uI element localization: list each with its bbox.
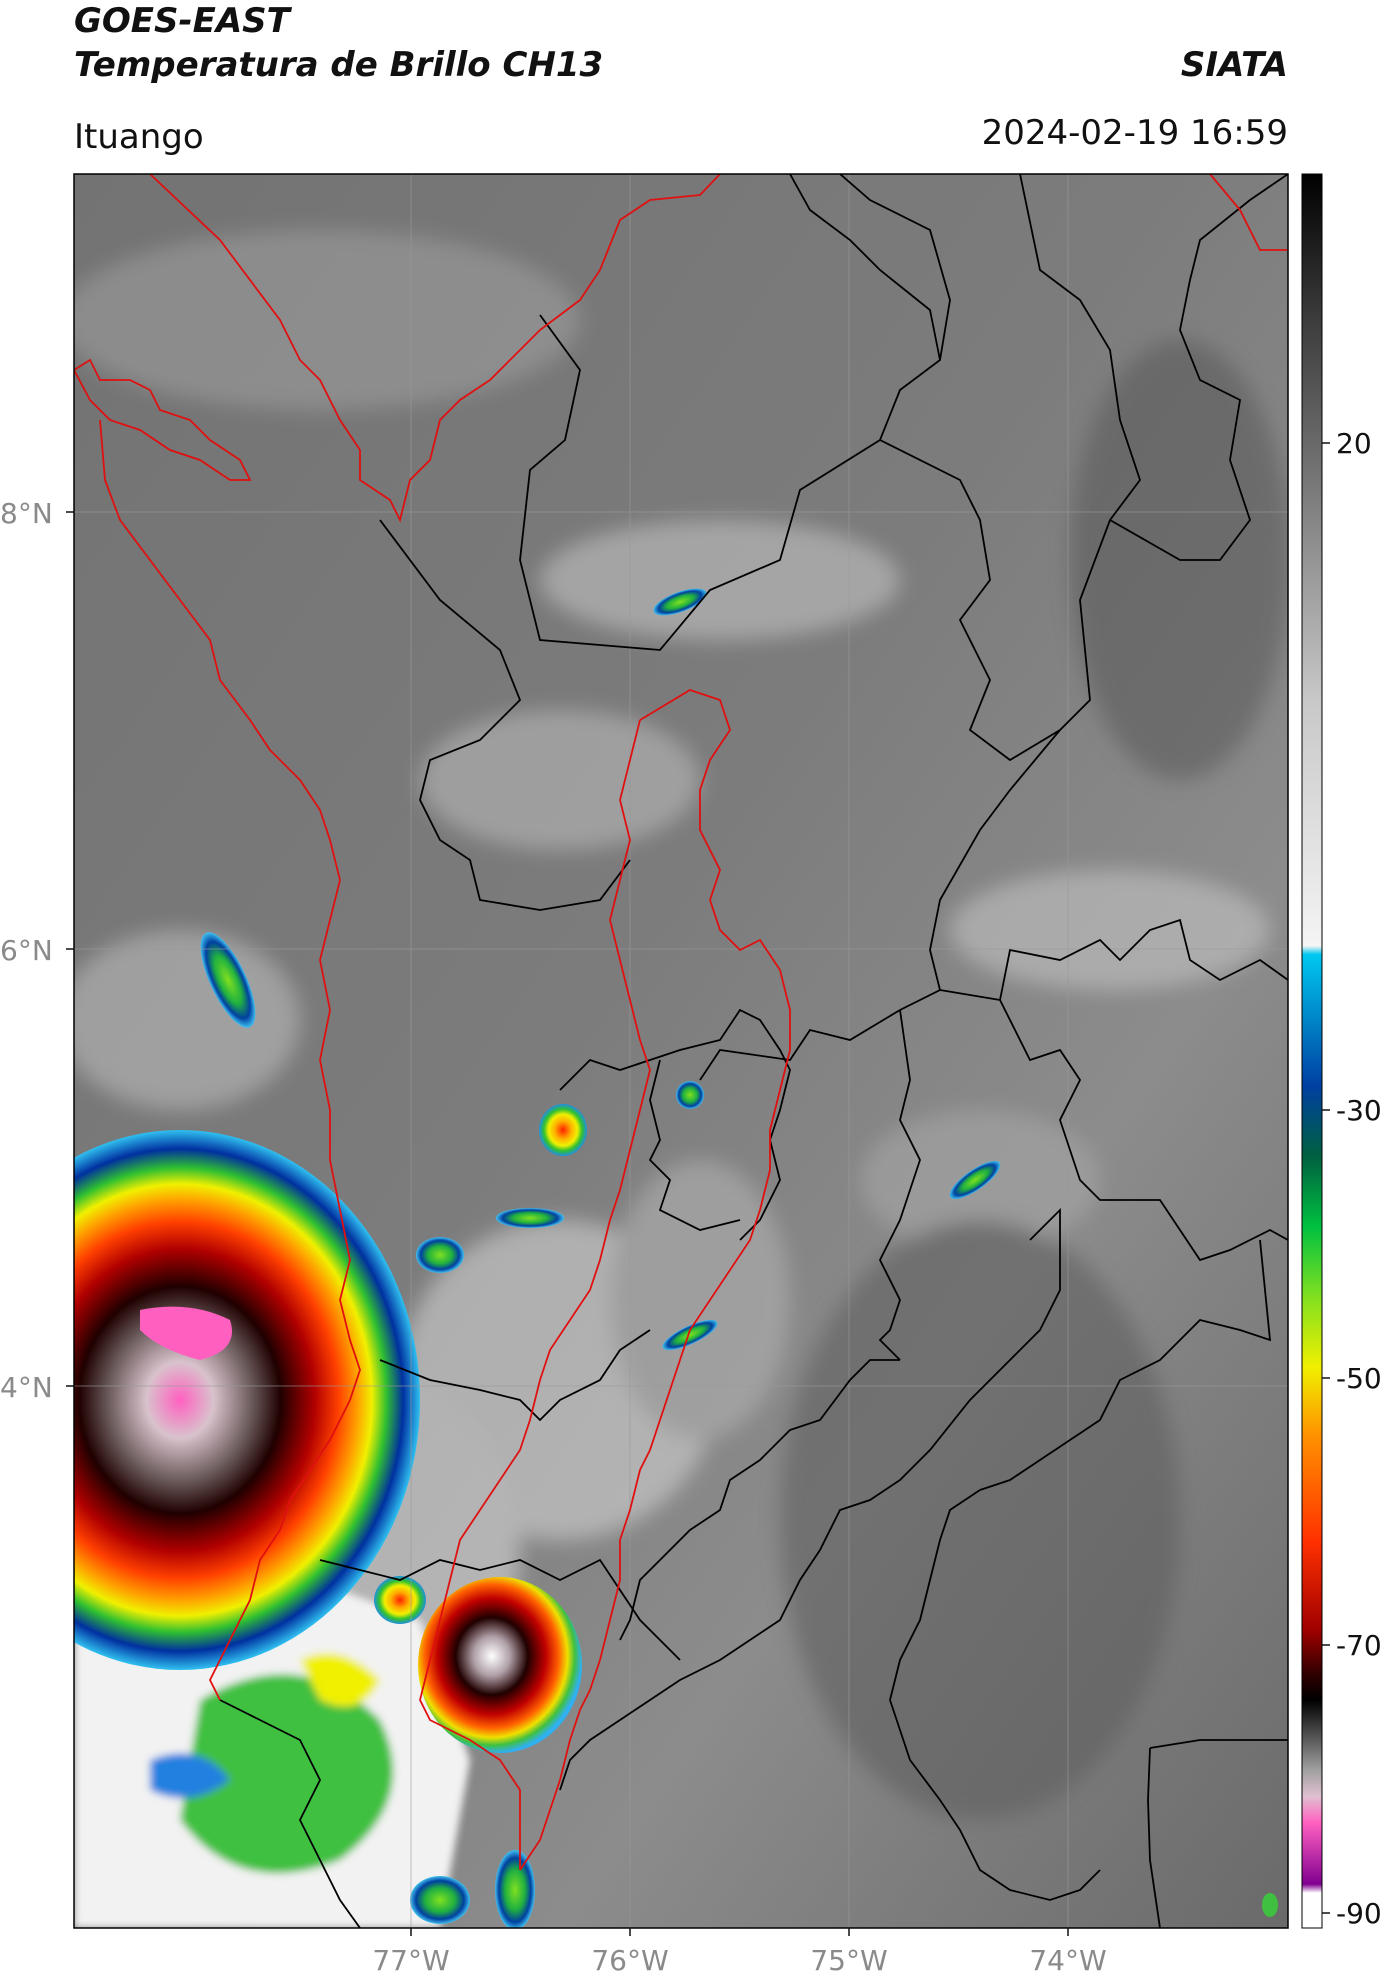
colorbar: 20 -30 -50 -70 -90 [1301, 173, 1382, 1930]
colorbar-tick-minus70: -70 [1336, 1629, 1382, 1662]
colorbar-tick-minus50: -50 [1336, 1362, 1382, 1395]
latitude-axis: 8°N 6°N 4°N [0, 497, 74, 1404]
product-title: GOES-EAST [74, 1, 290, 41]
region-outline [74, 174, 1288, 1871]
graticule [74, 174, 1288, 1928]
colorbar-tick-minus30: -30 [1336, 1094, 1382, 1127]
colorbar-tick-20: 20 [1336, 427, 1372, 460]
timestamp: 2024-02-19 16:59 [981, 113, 1288, 153]
convective-storm-small [418, 1577, 582, 1753]
map-frame [73, 173, 1289, 1929]
lat-label-6n: 6°N [0, 934, 53, 967]
department-borders [219, 174, 1288, 1928]
lon-label-77w: 77°W [372, 1944, 449, 1977]
lat-label-8n: 8°N [0, 497, 53, 530]
longitude-axis: 77°W 76°W 75°W 74°W [372, 1928, 1107, 1977]
satellite-image [74, 174, 1288, 1928]
lon-label-76w: 76°W [591, 1944, 668, 1977]
isolated-cells [200, 588, 1278, 1928]
product-subtitle: Temperatura de Brillo CH13 [74, 45, 604, 85]
location-name: Ituango [74, 117, 204, 157]
organization-name: SIATA [1180, 45, 1288, 85]
convective-storm-large [74, 1130, 420, 1670]
lon-label-74w: 74°W [1029, 1944, 1106, 1977]
lon-label-75w: 75°W [810, 1944, 887, 1977]
lat-label-4n: 4°N [0, 1371, 53, 1404]
colorbar-tick-minus90: -90 [1336, 1897, 1382, 1930]
